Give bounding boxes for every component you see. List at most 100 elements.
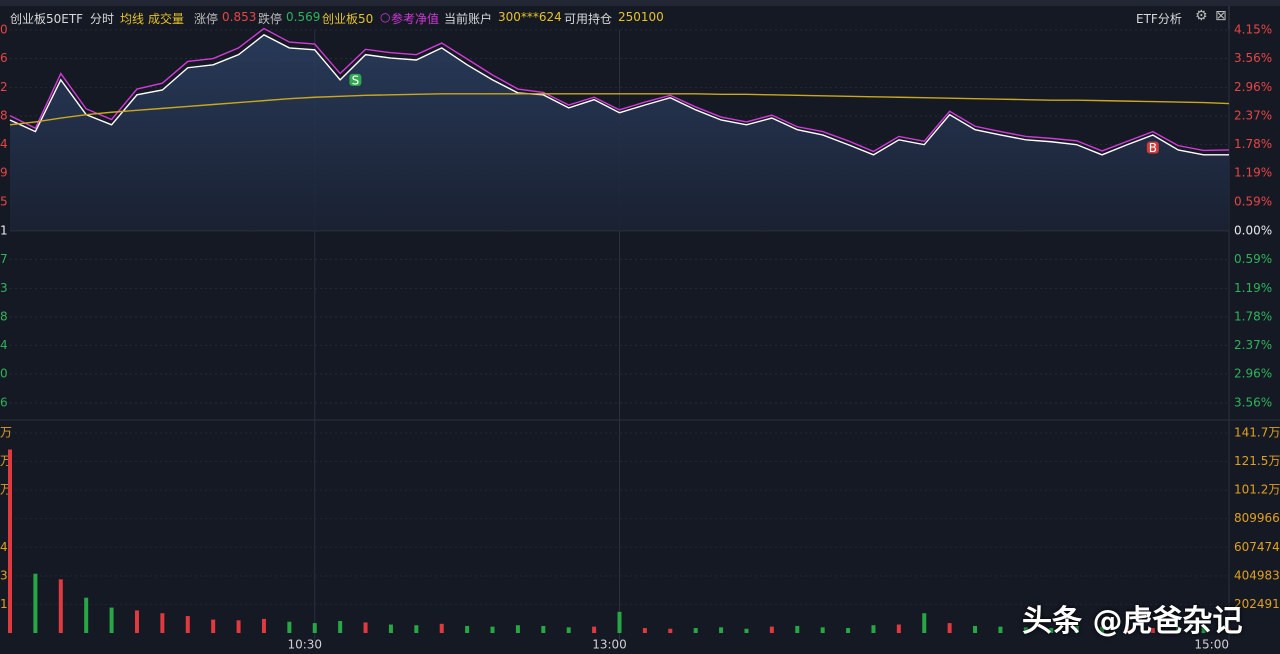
volume-bar	[414, 625, 419, 633]
volume-bar	[515, 625, 520, 633]
left-tick-label: 3	[0, 281, 8, 295]
volume-bar	[744, 628, 749, 633]
y-tick-label: 809966	[1234, 511, 1280, 525]
y-tick-label: 1.19%	[1234, 281, 1272, 295]
left-tick-label: 4	[0, 338, 8, 352]
volume-bar	[922, 613, 927, 633]
trade-marker-label: B	[1149, 141, 1157, 155]
volume-bar	[1100, 626, 1105, 633]
left-tick-label: 0	[0, 23, 8, 37]
volume-bar	[1125, 627, 1130, 633]
nav-marker: ○	[380, 10, 391, 24]
y-tick-label: 2.37%	[1234, 109, 1272, 123]
volume-bar	[668, 628, 673, 633]
volume-bar	[58, 579, 63, 633]
volume-bar	[566, 627, 571, 633]
volume-bar	[896, 624, 901, 633]
volume-bar	[871, 625, 876, 633]
y-tick-label: 1.78%	[1234, 309, 1272, 323]
y-tick-label: 0.00%	[1234, 223, 1272, 237]
volume-bar	[185, 616, 190, 633]
y-tick-label: 121.5万	[1234, 454, 1280, 468]
volume-bar	[973, 625, 978, 633]
left-tick-label: 4	[0, 137, 8, 151]
volume-bar	[1023, 627, 1028, 633]
volume-bar	[160, 613, 165, 633]
limit-up: 0.853	[222, 10, 257, 24]
volume-bar	[719, 627, 724, 633]
volume-bar	[642, 628, 647, 633]
left-tick-label: 4	[0, 540, 8, 554]
volume-bar	[1049, 628, 1054, 633]
left-tick-label: 3	[0, 568, 8, 582]
y-tick-label: 3.56%	[1234, 396, 1272, 410]
x-tick-label: 15:00	[1194, 638, 1229, 652]
settings-icon[interactable]: ⚙	[1195, 8, 1208, 24]
volume-bar	[490, 626, 495, 633]
left-tick-label: 2	[0, 80, 8, 94]
limit-down-label: 跌停	[258, 12, 283, 26]
limit-down: 0.569	[286, 10, 321, 24]
volume-bar	[109, 607, 114, 633]
y-tick-label: 141.7万	[1234, 426, 1280, 440]
series-line	[9, 27, 1230, 153]
volume-bar	[1201, 627, 1206, 633]
volume-bar	[947, 623, 952, 633]
volume-bar	[541, 625, 546, 633]
volume-bar	[998, 626, 1003, 633]
volume-bar	[1150, 628, 1155, 633]
y-tick-label: 2.96%	[1234, 366, 1272, 380]
volume-bar	[769, 626, 774, 633]
volume-bar	[439, 623, 444, 633]
left-tick-label: 5	[0, 195, 8, 209]
y-tick-label: 607474	[1234, 540, 1280, 554]
y-tick-label: 0.59%	[1234, 252, 1272, 266]
y-tick-label: 4.15%	[1234, 23, 1272, 37]
volume-bar	[388, 624, 393, 633]
volume-bar	[617, 611, 622, 633]
avg-label[interactable]: 均线	[120, 12, 145, 26]
volume-bar	[1176, 626, 1181, 633]
account: 300***624	[498, 10, 562, 24]
y-tick-label: 0.59%	[1234, 195, 1272, 209]
account-label: 当前账户	[444, 12, 493, 26]
etf-button[interactable]: ETF分析	[1136, 12, 1182, 26]
volume-bar	[261, 618, 266, 633]
volume-bar	[820, 627, 825, 633]
vol-label[interactable]: 成交量	[148, 12, 185, 26]
volume-bar	[33, 573, 38, 633]
mode[interactable]: 分时	[90, 12, 115, 26]
y-tick-label: 404983	[1234, 568, 1280, 582]
volume-bar	[846, 628, 851, 633]
toolbar	[0, 0, 1280, 6]
nav-label[interactable]: 参考净值	[391, 12, 440, 26]
trade-marker	[349, 73, 362, 86]
y-tick-label: 3.56%	[1234, 51, 1272, 65]
watermark: 头条 @虎爸杂记	[1022, 604, 1243, 639]
y-tick-label: 101.2万	[1234, 483, 1280, 497]
trade-marker	[1146, 141, 1159, 154]
volume-bar	[338, 621, 343, 633]
left-tick-label: 8	[0, 109, 8, 123]
y-tick-label: 2.37%	[1234, 338, 1272, 352]
left-tick-label: 7	[0, 252, 8, 266]
volume-bar	[84, 597, 89, 633]
left-tick-label: 万	[0, 426, 12, 440]
volume-bar	[8, 449, 12, 633]
position-label: 可用持仓	[564, 12, 613, 26]
volume-bar	[211, 619, 216, 633]
position: 250100	[618, 10, 664, 24]
series-line	[9, 34, 1229, 156]
volume-bar	[363, 622, 368, 633]
volume-bar	[1227, 628, 1231, 633]
left-tick-label: 6	[0, 396, 8, 410]
index-label[interactable]: 创业板50	[322, 12, 374, 26]
trade-marker-label: S	[352, 73, 360, 87]
fund-name: 创业板50ETF	[10, 12, 84, 26]
close-icon[interactable]: ⊠	[1215, 8, 1227, 24]
limit-up-label: 涨停	[194, 12, 219, 26]
left-tick-label: 8	[0, 309, 8, 323]
volume-bar	[312, 623, 317, 633]
